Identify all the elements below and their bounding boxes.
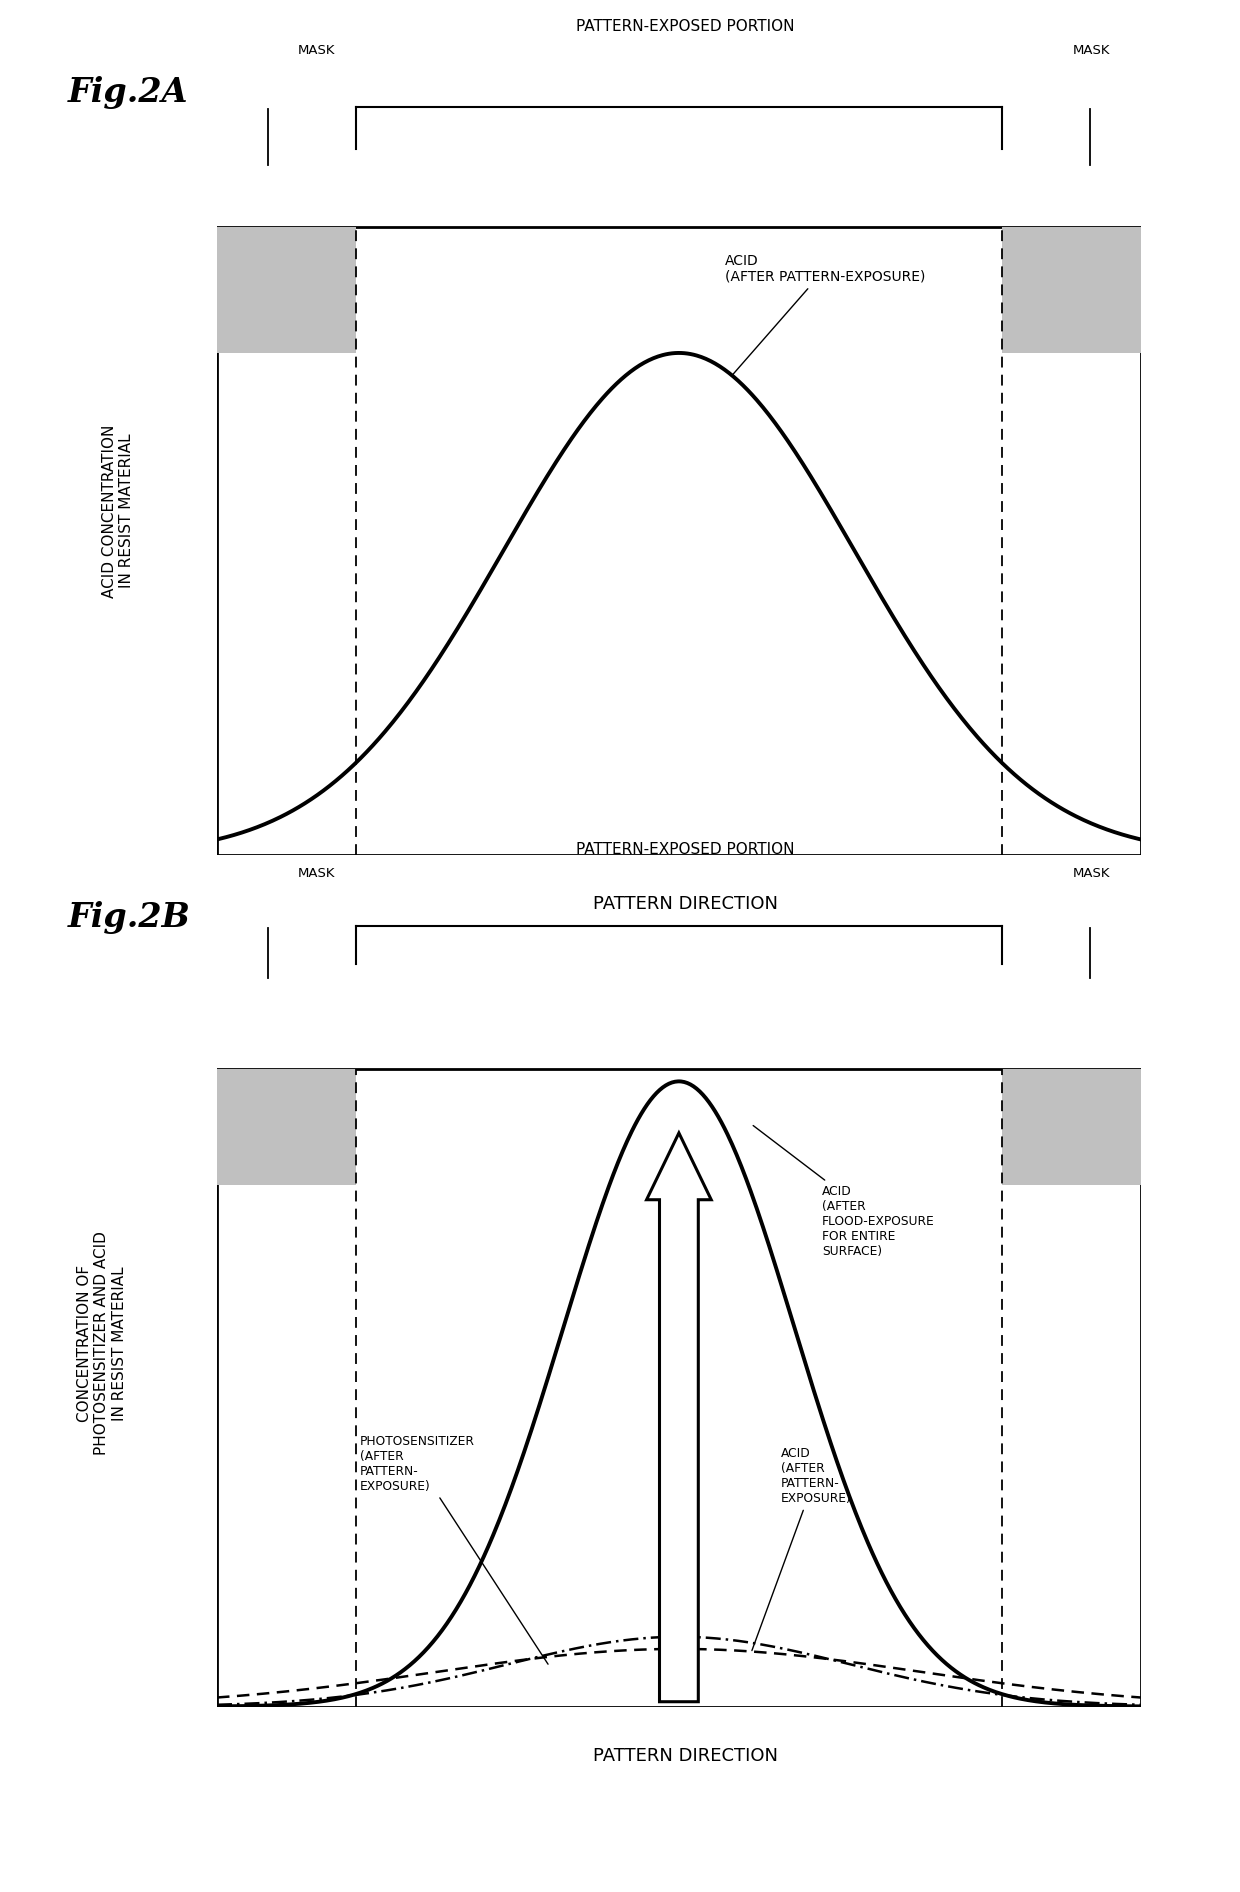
Text: CONCENTRATION OF
PHOTOSENSITIZER AND ACID
IN RESIST MATERIAL: CONCENTRATION OF PHOTOSENSITIZER AND ACI… — [77, 1232, 126, 1455]
Text: MASK: MASK — [298, 867, 335, 880]
Text: PHOTOSENSITIZER
(AFTER
PATTERN-
EXPOSURE): PHOTOSENSITIZER (AFTER PATTERN- EXPOSURE… — [360, 1434, 548, 1665]
Text: ACID
(AFTER PATTERN-EXPOSURE): ACID (AFTER PATTERN-EXPOSURE) — [725, 254, 925, 377]
Text: PATTERN DIRECTION: PATTERN DIRECTION — [593, 1746, 779, 1765]
Bar — [1002, 1069, 1141, 1184]
Text: MASK: MASK — [1073, 44, 1110, 57]
Bar — [217, 1069, 1141, 1707]
Text: ACID
(AFTER
FLOOD-EXPOSURE
FOR ENTIRE
SURFACE): ACID (AFTER FLOOD-EXPOSURE FOR ENTIRE SU… — [753, 1126, 935, 1258]
Text: MASK: MASK — [298, 44, 335, 57]
Text: ACID
(AFTER
PATTERN-
EXPOSURE): ACID (AFTER PATTERN- EXPOSURE) — [751, 1447, 852, 1650]
Text: ACID CONCENTRATION
IN RESIST MATERIAL: ACID CONCENTRATION IN RESIST MATERIAL — [102, 424, 134, 598]
Text: Fig.2A: Fig.2A — [68, 76, 188, 108]
Text: PATTERN-EXPOSED PORTION: PATTERN-EXPOSED PORTION — [577, 842, 795, 857]
FancyArrow shape — [646, 1133, 712, 1701]
Text: PATTERN DIRECTION: PATTERN DIRECTION — [593, 895, 779, 914]
Bar — [217, 1069, 356, 1184]
Text: PATTERN-EXPOSED PORTION: PATTERN-EXPOSED PORTION — [577, 19, 795, 34]
Text: Fig.2B: Fig.2B — [68, 901, 191, 933]
Bar — [217, 227, 356, 354]
Text: MASK: MASK — [1073, 867, 1110, 880]
Bar — [1002, 227, 1141, 354]
